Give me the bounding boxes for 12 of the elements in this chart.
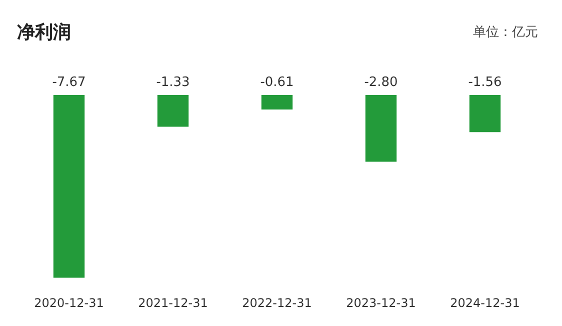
- data-label: -1.56: [468, 74, 502, 90]
- x-tick-label: 2021-12-31: [138, 296, 208, 310]
- x-tick-label: 2024-12-31: [450, 296, 520, 310]
- chart-subtitle: 单位：亿元: [473, 24, 538, 41]
- data-label: -7.67: [52, 74, 86, 90]
- data-label: -0.61: [260, 74, 294, 90]
- data-label: -2.80: [364, 74, 398, 90]
- x-tick-label: 2020-12-31: [34, 296, 104, 310]
- x-tick-label: 2022-12-31: [242, 296, 312, 310]
- data-label: -1.33: [156, 74, 190, 90]
- chart-title: 净利润: [17, 21, 71, 44]
- x-tick-label: 2023-12-31: [346, 296, 416, 310]
